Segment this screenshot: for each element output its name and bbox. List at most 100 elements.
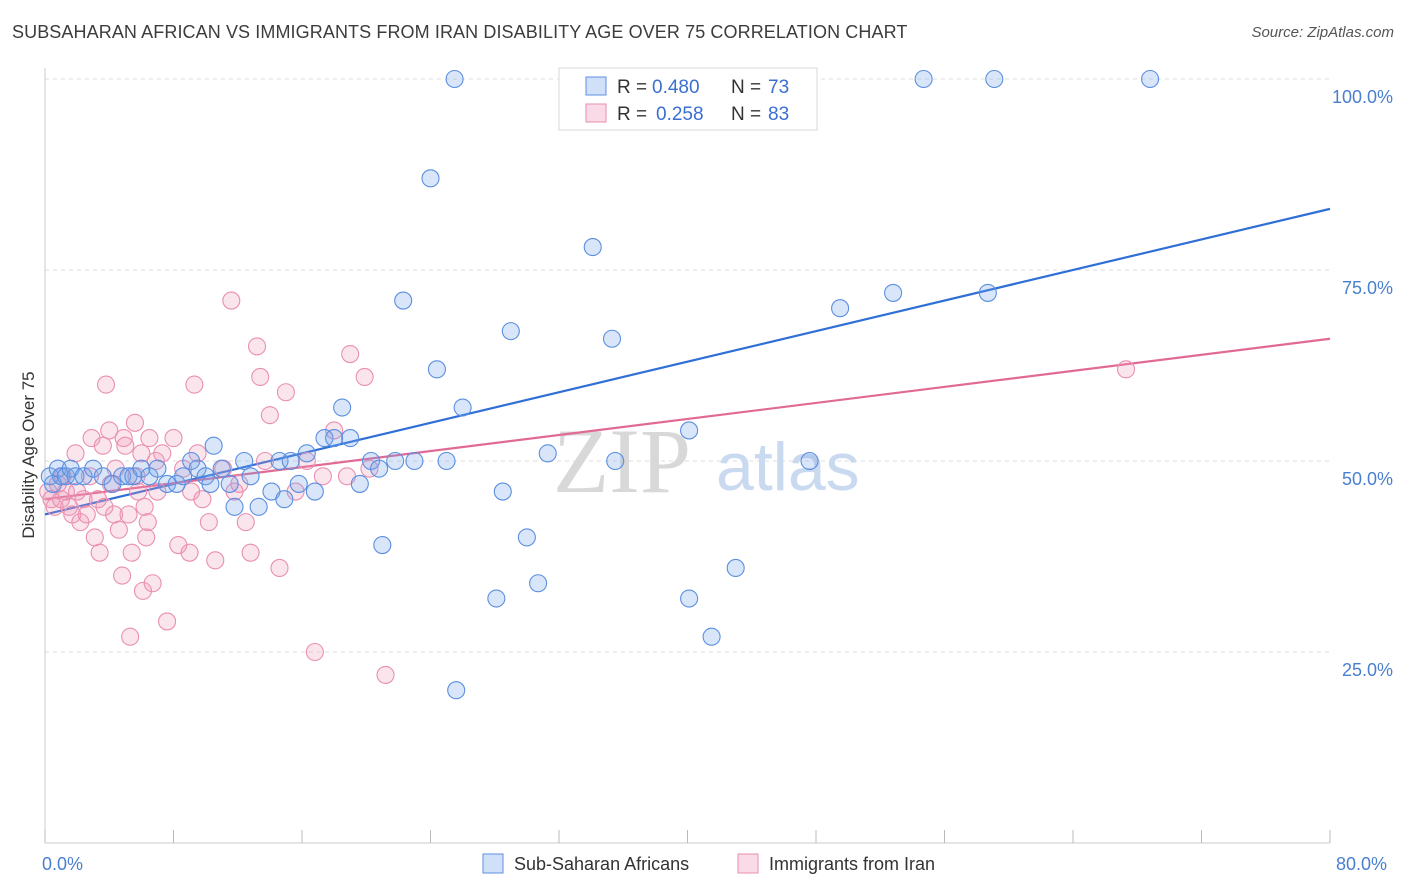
point-subsaharan-28 <box>235 451 254 471</box>
x-tick-label-max: 80.0% <box>1336 854 1387 874</box>
trend-lines <box>44 207 1331 516</box>
point-subsaharan-59 <box>529 574 548 593</box>
legend-n-value-blue: 73 <box>768 77 789 98</box>
point-iran-53 <box>188 444 207 463</box>
legend-n-label-pink: N = <box>731 104 761 125</box>
point-subsaharan-64 <box>606 451 625 471</box>
point-iran-42 <box>143 574 162 593</box>
point-subsaharan-55 <box>487 589 506 608</box>
point-subsaharan-25 <box>212 459 231 478</box>
point-iran-76 <box>355 367 374 387</box>
point-iran-11 <box>71 513 90 532</box>
point-iran-67 <box>270 558 289 578</box>
point-subsaharan-19 <box>174 467 193 486</box>
point-subsaharan-9 <box>93 467 112 486</box>
point-iran-2 <box>45 497 64 516</box>
point-iran-72 <box>313 467 332 486</box>
point-iran-17 <box>88 490 108 509</box>
point-iran-37 <box>133 581 153 600</box>
point-iran-22 <box>100 421 119 440</box>
y-tick-label-2: 75.0% <box>1342 278 1393 298</box>
legend-r-value-blue: 0.480 <box>652 77 700 98</box>
point-iran-31 <box>121 627 140 646</box>
point-iran-10 <box>68 482 87 501</box>
point-iran-18 <box>90 543 109 562</box>
point-subsaharan-18 <box>167 474 186 493</box>
point-subsaharan-46 <box>386 451 405 471</box>
legend-swatch-blue <box>585 76 607 96</box>
point-subsaharan-42 <box>350 474 369 493</box>
axes <box>44 68 1331 844</box>
y-axis-label: Disability Age Over 75 <box>19 371 38 538</box>
point-subsaharan-70 <box>831 299 850 318</box>
point-subsaharan-60 <box>538 444 557 463</box>
legend-n-label-blue: N = <box>731 77 761 98</box>
point-subsaharan-51 <box>437 451 456 471</box>
x-tick-label-min: 0.0% <box>42 854 83 874</box>
point-iran-26 <box>109 520 128 539</box>
point-subsaharan-27 <box>225 497 244 516</box>
point-subsaharan-34 <box>281 451 300 471</box>
point-iran-70 <box>297 451 316 471</box>
point-subsaharan-44 <box>370 459 389 478</box>
point-iran-13 <box>77 505 96 524</box>
point-iran-77 <box>360 459 379 478</box>
point-subsaharan-7 <box>74 467 93 486</box>
point-iran-68 <box>276 383 295 402</box>
point-subsaharan-35 <box>289 474 308 493</box>
point-subsaharan-49 <box>421 169 440 188</box>
point-subsaharan-16 <box>148 459 167 478</box>
point-subsaharan-54 <box>453 398 472 417</box>
point-iran-66 <box>260 406 279 425</box>
point-subsaharan-65 <box>680 421 699 440</box>
point-subsaharan-73 <box>978 283 997 302</box>
y-tick-label-1: 50.0% <box>1342 469 1393 489</box>
point-subsaharan-10 <box>103 474 122 493</box>
point-iran-35 <box>129 482 148 501</box>
point-iran-43 <box>146 451 165 471</box>
legend-swatch-pink <box>585 103 607 123</box>
point-subsaharan-37 <box>305 482 324 501</box>
point-iran-41 <box>140 429 159 448</box>
point-subsaharan-66 <box>680 589 699 608</box>
point-subsaharan-39 <box>325 429 344 448</box>
point-subsaharan-50 <box>427 360 446 379</box>
point-subsaharan-56 <box>493 482 512 501</box>
point-iran-63 <box>247 337 267 356</box>
y-tick-label-0: 25.0% <box>1342 660 1393 680</box>
bottom-legend-swatch-blue <box>482 853 504 874</box>
point-iran-9 <box>66 444 85 463</box>
point-iran-38 <box>135 497 154 516</box>
point-subsaharan-48 <box>405 451 424 471</box>
y-tick-label-3: 100.0% <box>1332 87 1393 107</box>
point-iran-65 <box>256 451 275 471</box>
point-subsaharan-8 <box>84 459 103 478</box>
point-iran-45 <box>153 444 172 463</box>
point-iran-52 <box>185 375 204 394</box>
bottom-legend-label-pink: Immigrants from Iran <box>769 854 935 874</box>
point-iran-78 <box>376 665 395 684</box>
series-iran-points <box>39 291 1136 684</box>
point-subsaharan-74 <box>985 69 1004 89</box>
bottom-legend-swatch-pink <box>737 853 759 874</box>
trend-line-subsaharan <box>44 207 1331 516</box>
point-subsaharan-53 <box>447 681 466 700</box>
point-subsaharan-62 <box>583 238 602 257</box>
point-iran-50 <box>180 543 199 562</box>
point-iran-21 <box>96 375 116 394</box>
point-iran-30 <box>119 505 138 524</box>
legend-r-label-blue: R = <box>617 77 647 98</box>
point-iran-47 <box>164 429 183 448</box>
point-subsaharan-71 <box>884 283 903 302</box>
point-subsaharan-36 <box>297 444 316 463</box>
legend: R = 0.480 N = 73 R = 0.258 N = 83 <box>558 67 818 131</box>
point-iran-28 <box>114 429 133 448</box>
point-subsaharan-3 <box>52 467 71 486</box>
point-subsaharan-26 <box>220 474 239 493</box>
point-subsaharan-68 <box>726 558 745 578</box>
point-iran-46 <box>158 612 177 631</box>
point-iran-62 <box>241 543 260 562</box>
point-subsaharan-63 <box>602 329 622 348</box>
point-iran-64 <box>251 367 270 387</box>
